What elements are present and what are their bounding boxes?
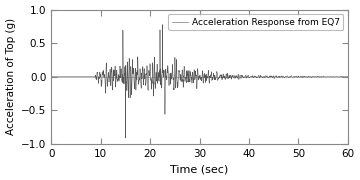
Legend: Acceleration Response from EQ7: Acceleration Response from EQ7 bbox=[168, 14, 343, 30]
X-axis label: Time (sec): Time (sec) bbox=[170, 165, 229, 174]
Acceleration Response from EQ7 bbox=[160, 24, 165, 26]
Line: Acceleration Response from EQ7: Acceleration Response from EQ7 bbox=[51, 25, 348, 138]
Acceleration Response from EQ7 bbox=[49, 76, 53, 78]
Acceleration Response from EQ7 bbox=[205, 76, 210, 79]
Acceleration Response from EQ7 bbox=[93, 75, 98, 78]
Acceleration Response from EQ7 bbox=[346, 76, 350, 78]
Acceleration Response from EQ7 bbox=[123, 137, 127, 139]
Acceleration Response from EQ7 bbox=[65, 76, 69, 78]
Acceleration Response from EQ7 bbox=[201, 82, 205, 84]
Y-axis label: Acceleration of Top (g): Acceleration of Top (g) bbox=[5, 18, 15, 135]
Acceleration Response from EQ7 bbox=[126, 76, 130, 78]
Acceleration Response from EQ7 bbox=[229, 76, 234, 78]
